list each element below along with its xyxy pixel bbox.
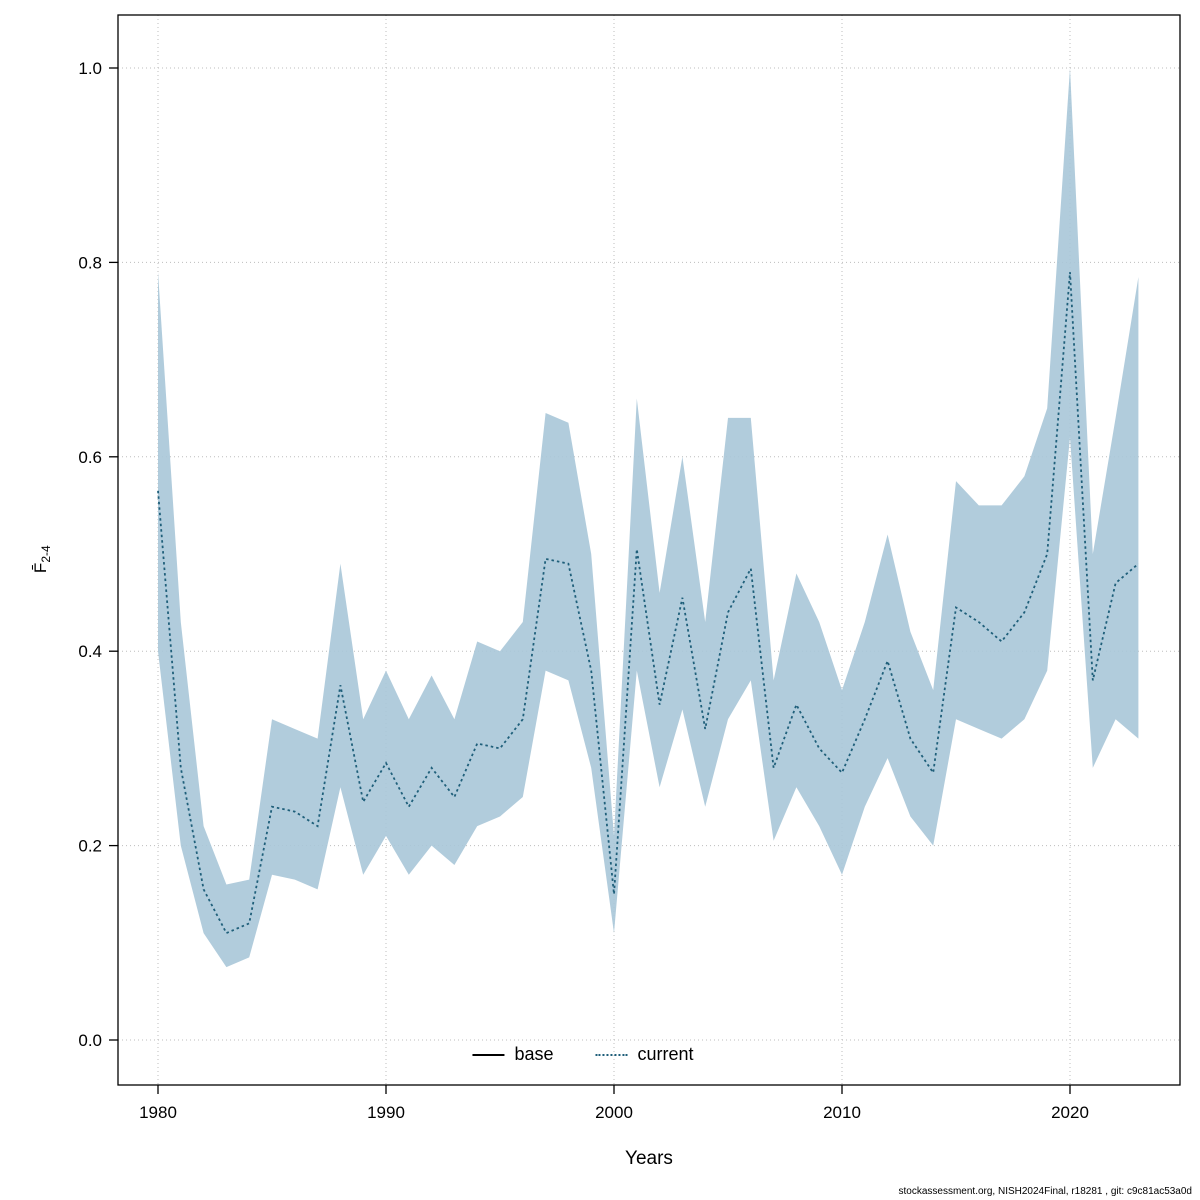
svg-text:1980: 1980: [139, 1103, 177, 1122]
svg-text:2000: 2000: [595, 1103, 633, 1122]
svg-text:0.8: 0.8: [78, 253, 102, 272]
legend-item-current: current: [595, 1044, 694, 1065]
x-axis-label: Years: [625, 1148, 673, 1169]
svg-text:0.0: 0.0: [78, 1031, 102, 1050]
svg-text:2010: 2010: [823, 1103, 861, 1122]
legend-label-current: current: [637, 1044, 694, 1064]
svg-text:1.0: 1.0: [78, 59, 102, 78]
legend-item-base: base: [472, 1044, 554, 1065]
base-line-swatch: [472, 1053, 505, 1056]
legend: base current: [472, 1044, 694, 1065]
current-line-swatch: [595, 1053, 628, 1056]
footer-attribution: stockassessment.org, NISH2024Final, r182…: [898, 1186, 1193, 1197]
svg-text:0.2: 0.2: [78, 837, 102, 856]
svg-text:0.4: 0.4: [78, 642, 102, 661]
svg-text:2020: 2020: [1051, 1103, 1089, 1122]
y-axis-label-main: F̄: [30, 562, 50, 574]
svg-text:0.6: 0.6: [78, 448, 102, 467]
svg-text:1990: 1990: [367, 1103, 405, 1122]
y-axis-label: F̄2-4: [31, 509, 53, 609]
legend-label-base: base: [514, 1044, 554, 1064]
y-axis-label-sub: 2-4: [39, 545, 54, 563]
